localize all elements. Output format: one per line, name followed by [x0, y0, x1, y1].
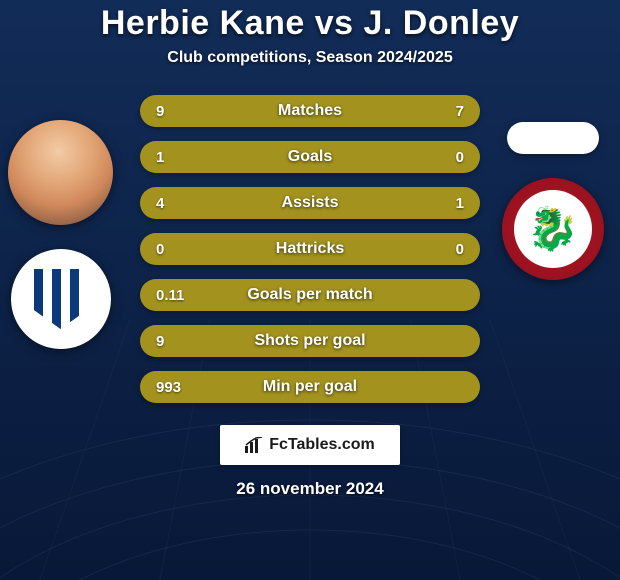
stat-left-value: 0.11	[156, 287, 186, 304]
stat-row: 0.11 Goals per match	[140, 279, 480, 311]
stat-label: Hattricks	[276, 240, 344, 258]
stat-label: Min per goal	[263, 378, 357, 396]
stat-row: 4 Assists 1	[140, 187, 480, 219]
stat-label: Matches	[278, 102, 342, 120]
subtitle: Club competitions, Season 2024/2025	[167, 49, 452, 67]
stat-label: Assists	[282, 194, 339, 212]
stat-row: 9 Matches 7	[140, 95, 480, 127]
stat-row: 1 Goals 0	[140, 141, 480, 173]
stats-list: 9 Matches 7 1 Goals 0 4 Assists 1 0 Hattricks 0 0.11…	[0, 95, 620, 417]
site-badge[interactable]: FcTables.com	[220, 425, 400, 465]
stat-right-value: 1	[434, 195, 464, 212]
stat-left-value: 0	[156, 241, 186, 258]
stat-left-value: 4	[156, 195, 186, 212]
stat-left-value: 993	[156, 379, 186, 396]
page-title: Herbie Kane vs J. Donley	[101, 4, 519, 43]
stat-left-value: 9	[156, 333, 186, 350]
stat-right-value: 0	[434, 241, 464, 258]
stat-right-value: 7	[434, 103, 464, 120]
stat-label: Goals per match	[247, 286, 372, 304]
stat-left-value: 1	[156, 149, 186, 166]
stat-row: 993 Min per goal	[140, 371, 480, 403]
badge-label: FcTables.com	[269, 436, 375, 454]
stat-label: Shots per goal	[254, 332, 365, 350]
stat-row: 0 Hattricks 0	[140, 233, 480, 265]
stat-left-value: 9	[156, 103, 186, 120]
stat-row: 9 Shots per goal	[140, 325, 480, 357]
stat-label: Goals	[288, 148, 332, 166]
chart-icon	[245, 437, 263, 453]
date-label: 26 november 2024	[236, 479, 383, 499]
stat-right-value: 0	[434, 149, 464, 166]
